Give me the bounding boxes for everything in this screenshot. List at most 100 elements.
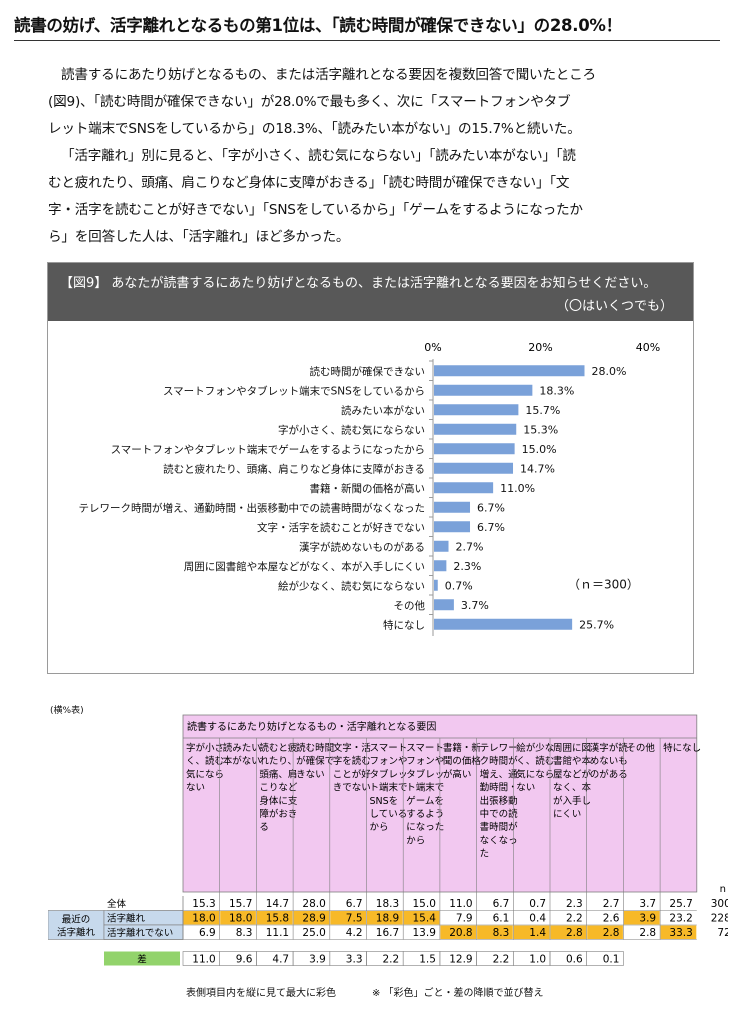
bar <box>434 443 515 455</box>
diff-cell: 3.3 <box>346 954 363 966</box>
category-label: 書籍・新聞の価格が高い <box>310 482 426 495</box>
highlight-cell <box>660 925 697 939</box>
column-header: スマートフォンやタブレット端末でゲームをするようになったから <box>406 743 444 846</box>
table-cell: 4.2 <box>346 927 363 939</box>
x-tick-label: 0% <box>424 341 441 354</box>
diff-cell: 12.9 <box>449 954 472 966</box>
table-footnote-sort: ※ 「彩色」ごと・差の降順で並び替え <box>372 988 544 999</box>
bar <box>434 404 519 416</box>
group-label-cell <box>48 910 105 940</box>
bar <box>434 560 447 572</box>
diff-cell: 2.2 <box>493 954 510 966</box>
category-label: その他 <box>394 599 426 612</box>
table-cell: 1.4 <box>529 927 546 939</box>
table-cell: 14.7 <box>266 898 289 910</box>
table-cell: 28.0 <box>302 898 325 910</box>
table-cell: 33.3 <box>669 927 692 939</box>
paragraph-1-line: 読書するにあたり妨げとなるもの、または活字離れとなる要因を複数回答で聞いたところ <box>61 67 596 83</box>
category-label: 字が小さく、読む気にならない <box>278 423 425 436</box>
data-label: 6.7% <box>477 521 505 534</box>
data-label: 25.7% <box>579 618 614 631</box>
table-cell: 15.4 <box>413 913 437 925</box>
table-cell: 2.8 <box>639 927 656 939</box>
column-header: 読む時間が確保できない <box>296 742 334 780</box>
row-n: 228 <box>711 913 728 925</box>
table-cell: 8.3 <box>493 927 510 939</box>
row-n: 72 <box>717 927 728 939</box>
bar <box>434 521 471 533</box>
table-cell: 6.7 <box>493 898 510 910</box>
paragraph-2-line: 「活字離れ」別に見ると、「字が小さく、読む気にならない」「読みたい本がない」「読 <box>61 148 576 164</box>
highlight-cell <box>256 911 293 925</box>
highlight-cell <box>440 925 477 939</box>
highlight-cell <box>293 911 330 925</box>
paragraph-1-line: (図9)、「読む時間が確保できない」が28.0%で最も多く、次に「スマートフォン… <box>48 94 571 110</box>
row-n: 300 <box>711 898 728 910</box>
diff-cell-box <box>586 951 624 966</box>
table-cell: 18.3 <box>376 898 399 910</box>
x-tick-label: 40% <box>636 341 660 354</box>
column-header: その他 <box>626 742 655 754</box>
table-header-title: 読書するにあたり妨げとなるもの・活字離れとなる要因 <box>187 720 436 733</box>
table-cell: 15.7 <box>229 898 252 910</box>
table-cell: 25.7 <box>669 898 692 910</box>
table-cell: 15.3 <box>192 898 215 910</box>
column-header: 漢字が読めないものがある <box>590 742 629 780</box>
diff-cell: 2.2 <box>382 954 399 966</box>
bar <box>434 384 533 396</box>
highlight-cell <box>403 911 440 925</box>
data-label: 14.7% <box>520 462 555 475</box>
data-label: 11.0% <box>500 482 535 495</box>
diff-cell: 3.9 <box>309 954 326 966</box>
highlight-cell <box>477 925 513 939</box>
category-label: スマートフォンやタブレット端末でゲームをするようになったから <box>111 443 425 456</box>
diff-cell: 4.7 <box>272 954 289 966</box>
headline: 読書の妨げ、活字離れとなるもの第1位は、「読む時間が確保できない」の28.0%！ <box>14 16 622 35</box>
category-label: 読むと疲れたり、頭痛、肩こりなど身体に支障がおきる <box>163 462 425 475</box>
category-label: 漢字が読めないものがある <box>299 540 425 553</box>
data-label: 3.7% <box>461 599 489 612</box>
bar <box>434 618 573 630</box>
category-label: 絵が少なく、読む気にならない <box>278 579 425 592</box>
bar <box>434 599 454 611</box>
diff-cell: 11.0 <box>192 954 215 966</box>
table-cell: 2.6 <box>603 913 620 925</box>
data-label: 15.0% <box>522 443 557 456</box>
data-label: 15.3% <box>523 423 558 436</box>
bar <box>434 540 449 552</box>
data-label: 0.7% <box>445 579 473 592</box>
group-label: 最近の活字離れ <box>57 914 96 939</box>
table-cell: 6.1 <box>493 913 510 925</box>
paragraph-2-line: ら」を回答した人は、「活字離れ」ほど多かった。 <box>48 229 350 245</box>
row-label: 活字離れ <box>107 913 146 925</box>
data-label: 28.0% <box>592 365 627 378</box>
bar-chart: 0% 20% 40% 読む時間が確保できない 28.0% スマートフォンやタブレット端末で… <box>79 341 660 636</box>
figure-subtitle: （〇はいくつでも） <box>555 299 673 314</box>
table-cell: 2.3 <box>566 898 583 910</box>
table-note: (横%表) <box>50 706 84 716</box>
cross-table: 読書するにあたり妨げとなるもの・活字離れとなる要因字が小さく、読む気にならない読… <box>48 714 728 966</box>
table-cell: 3.7 <box>639 898 656 910</box>
column-header: テレワーク時間が増え、通勤時間・出張移動中での読書時間がなくなった <box>480 743 519 860</box>
highlight-cell <box>513 925 550 939</box>
table-cell: 0.4 <box>529 913 546 925</box>
category-label: スマートフォンやタブレット端末でSNSをしているから <box>163 384 425 397</box>
table-cell: 2.7 <box>603 898 620 910</box>
highlight-cell <box>330 911 366 925</box>
highlight-cell <box>623 911 660 925</box>
column-header: 読みたい本がない <box>223 742 261 767</box>
bar <box>434 365 585 377</box>
table-cell: 8.3 <box>236 927 253 939</box>
paragraph-2-line: むと疲れたり、頭痛、肩こりなど身体に支障がおきる」「読む時間が確保できない」「文 <box>48 175 570 191</box>
table-cell: 2.8 <box>566 927 583 939</box>
paragraph-1-line: レット端末でSNSをしているから」の18.3%、「読みたい本がない」の15.7%… <box>48 121 581 137</box>
sample-size-note: （ｎ＝300） <box>568 578 639 592</box>
category-label: 文字・活字を読むことが好きでない <box>257 521 425 534</box>
highlight-cell <box>587 925 623 939</box>
diff-label-cell <box>104 951 180 966</box>
highlight-cell <box>550 925 587 939</box>
bar <box>434 482 494 494</box>
category-label: 周囲に図書館や本屋などがなく、本が入手しにくい <box>184 560 425 573</box>
table-cell: 2.8 <box>603 927 620 939</box>
diff-cell: 1.0 <box>529 954 546 966</box>
